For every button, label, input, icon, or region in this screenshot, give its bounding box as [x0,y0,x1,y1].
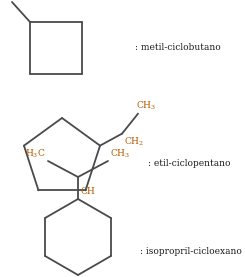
Text: CH$_2$: CH$_2$ [124,136,144,148]
Text: CH$_3$: CH$_3$ [136,99,156,112]
Text: : metil-ciclobutano: : metil-ciclobutano [135,43,221,53]
Text: : isopropril-cicloexano: : isopropril-cicloexano [140,248,242,257]
Text: H$_3$C: H$_3$C [25,147,46,160]
Text: H$_3$C: H$_3$C [0,0,10,1]
Text: CH: CH [80,186,95,196]
Text: CH$_3$: CH$_3$ [110,147,130,160]
Text: : etil-ciclopentano: : etil-ciclopentano [148,158,231,168]
